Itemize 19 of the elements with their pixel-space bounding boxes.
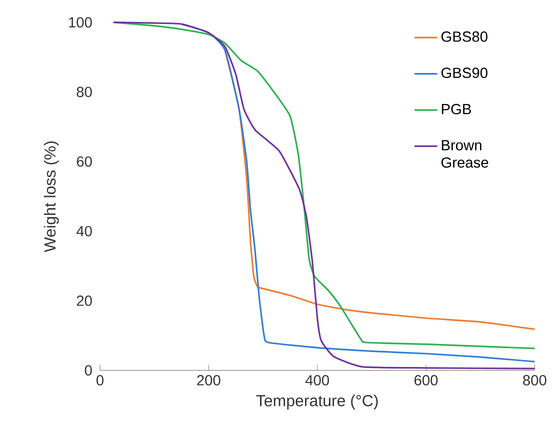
legend-label: PGB [442,104,471,114]
x-tick-label: 0 [96,375,104,386]
y-tick-label: 80 [76,86,92,98]
x-tick-label: 200 [197,375,220,386]
y-axis-title: Weight loss (%) [44,141,59,252]
legend-label: GBS90 [441,68,488,78]
line-series [224,49,536,330]
line-series [180,23,536,362]
y-tick-label: 0 [84,365,92,376]
legend-label: GBS80 [441,31,488,42]
y-tick-label: 20 [76,296,92,306]
x-tick-label: 400 [305,375,329,386]
x-axis-title: Temperature (°C) [256,394,378,410]
x-tick-label: 600 [414,375,438,386]
y-tick-label: 40 [76,226,92,236]
y-tick-label: 100 [69,17,92,28]
legend-label: Brown Grease [441,140,488,168]
x-tick-label: 800 [523,375,546,386]
y-tick-label: 60 [76,156,92,167]
